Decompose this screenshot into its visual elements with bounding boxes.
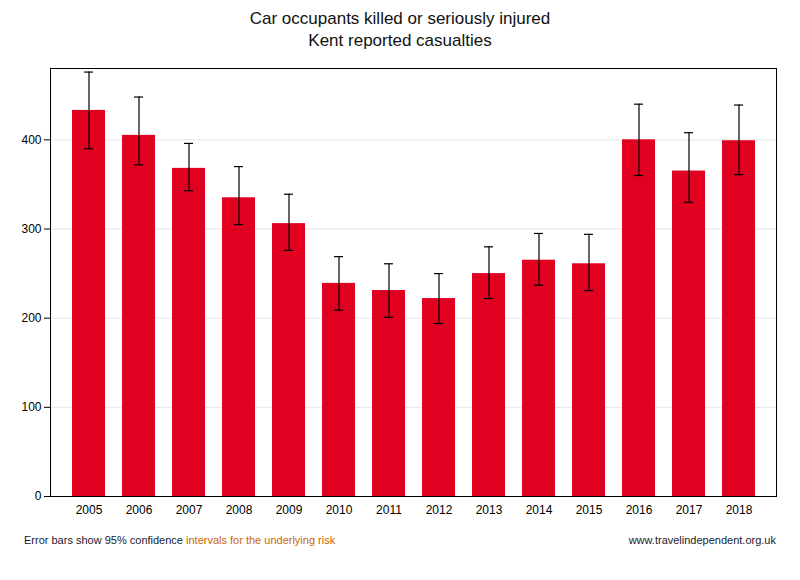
html-text:Kent reported casualties: Kent reported casualties	[308, 31, 492, 51]
svg-text:2012: 2012	[426, 503, 453, 517]
svg-text:100: 100	[21, 400, 41, 414]
html-text:Car occupants killed or seriou: Car occupants killed or seriously injure…	[249, 9, 551, 28]
svg-text:2005: 2005	[76, 503, 103, 517]
html-text:Error bars show 95% confidence: Error bars show 95% confidence intervals…	[24, 534, 336, 547]
svg-text:2018: 2018	[726, 503, 753, 517]
svg-text:2006: 2006	[126, 503, 153, 517]
svg-text:2007: 2007	[176, 503, 203, 517]
svg-text:400: 400	[21, 133, 41, 147]
svg-text:2015: 2015	[576, 503, 603, 517]
html-text:www.travelindependent.org.uk: www.travelindependent.org.uk	[628, 534, 776, 547]
svg-text:200: 200	[21, 311, 41, 325]
svg-text:2011: 2011	[376, 503, 402, 517]
svg-text:2017: 2017	[676, 503, 703, 517]
svg-text:0: 0	[35, 490, 42, 504]
svg-text:2014: 2014	[526, 503, 553, 517]
svg-text:2013: 2013	[476, 503, 503, 517]
svg-text:2009: 2009	[276, 503, 303, 517]
svg-text:2008: 2008	[226, 503, 253, 517]
svg-text:300: 300	[21, 222, 41, 236]
svg-text:2016: 2016	[626, 503, 653, 517]
svg-text:2010: 2010	[326, 503, 353, 517]
